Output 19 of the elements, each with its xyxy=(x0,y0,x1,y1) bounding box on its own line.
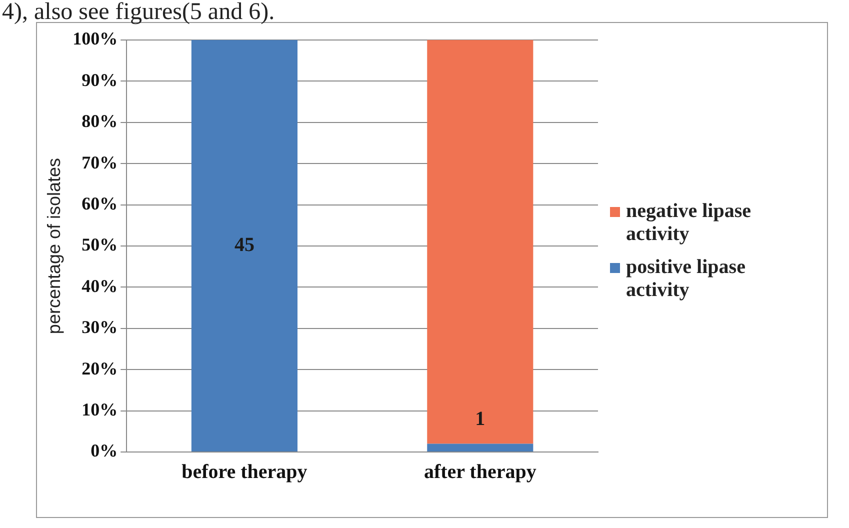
y-tick-label: 40% xyxy=(82,276,118,296)
y-tick-label: 100% xyxy=(72,28,118,49)
legend-label: positive lipase activity xyxy=(626,256,746,302)
y-tick-label: 50% xyxy=(82,234,118,255)
y-tick-label: 20% xyxy=(82,358,118,378)
y-tick-label: 30% xyxy=(82,317,118,338)
x-tick-label: before therapy xyxy=(182,461,308,484)
y-tick-label: 80% xyxy=(82,111,118,132)
annotation: 45 xyxy=(234,234,254,256)
y-axis-title: percentage of isolates xyxy=(44,158,64,334)
text: 4), also see figures(5 and 6). xyxy=(2,0,275,26)
x-tick-label: after therapy xyxy=(424,461,536,484)
legend-label: negative lipase activity xyxy=(626,200,752,246)
y-tick-label: 0% xyxy=(90,440,118,461)
y-tick-label: 90% xyxy=(82,70,118,90)
annotation: 1 xyxy=(475,408,486,430)
y-tick-label: 70% xyxy=(82,152,118,172)
y-tick-label: 60% xyxy=(82,193,118,214)
y-tick-label: 10% xyxy=(82,399,118,420)
